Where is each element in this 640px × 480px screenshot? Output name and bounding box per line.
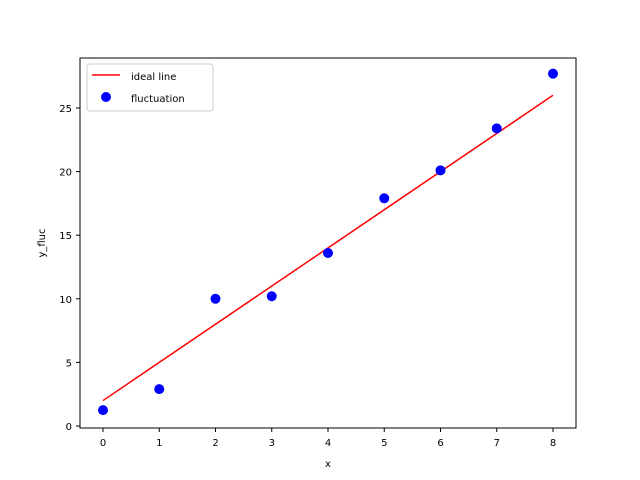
x-tick-label: 1: [156, 438, 162, 449]
x-tick-label: 7: [494, 438, 500, 449]
x-tick-label: 6: [437, 438, 443, 449]
y-tick-label: 10: [59, 295, 72, 306]
y-tick-label: 5: [66, 358, 72, 369]
data-series: [98, 68, 558, 416]
x-tick-label: 4: [325, 438, 331, 449]
x-axis-ticks: 0 1 2 3 4 5 6 7 8: [100, 428, 556, 449]
legend-label-fluctuation: fluctuation: [131, 94, 185, 105]
data-point: [379, 193, 390, 204]
y-tick-label: 20: [59, 168, 72, 179]
data-point: [548, 68, 558, 79]
legend-dot-icon: [101, 92, 111, 102]
y-tick-label: 15: [59, 231, 72, 242]
x-axis-label: x: [325, 459, 331, 470]
data-point: [154, 384, 165, 395]
legend-label-ideal: ideal line: [131, 72, 176, 83]
y-tick-label: 0: [66, 422, 72, 433]
y-tick-label: 25: [59, 104, 72, 115]
data-point: [98, 405, 108, 416]
ideal-line: [102, 94, 554, 402]
y-axis-ticks: 0 5 10 15 20 25: [59, 104, 80, 433]
x-tick-label: 3: [269, 438, 275, 449]
y-axis-label: y_fluc: [37, 228, 48, 257]
data-point: [491, 123, 502, 134]
x-tick-label: 5: [381, 438, 387, 449]
data-point: [210, 293, 221, 304]
data-point: [323, 248, 333, 259]
x-tick-label: 2: [212, 438, 218, 449]
x-tick-label: 8: [550, 438, 556, 449]
plot-area: [79, 57, 577, 429]
data-point: [266, 291, 277, 302]
data-point: [435, 165, 446, 176]
x-tick-label: 0: [100, 438, 106, 449]
legend: ideal line fluctuation: [86, 63, 214, 112]
